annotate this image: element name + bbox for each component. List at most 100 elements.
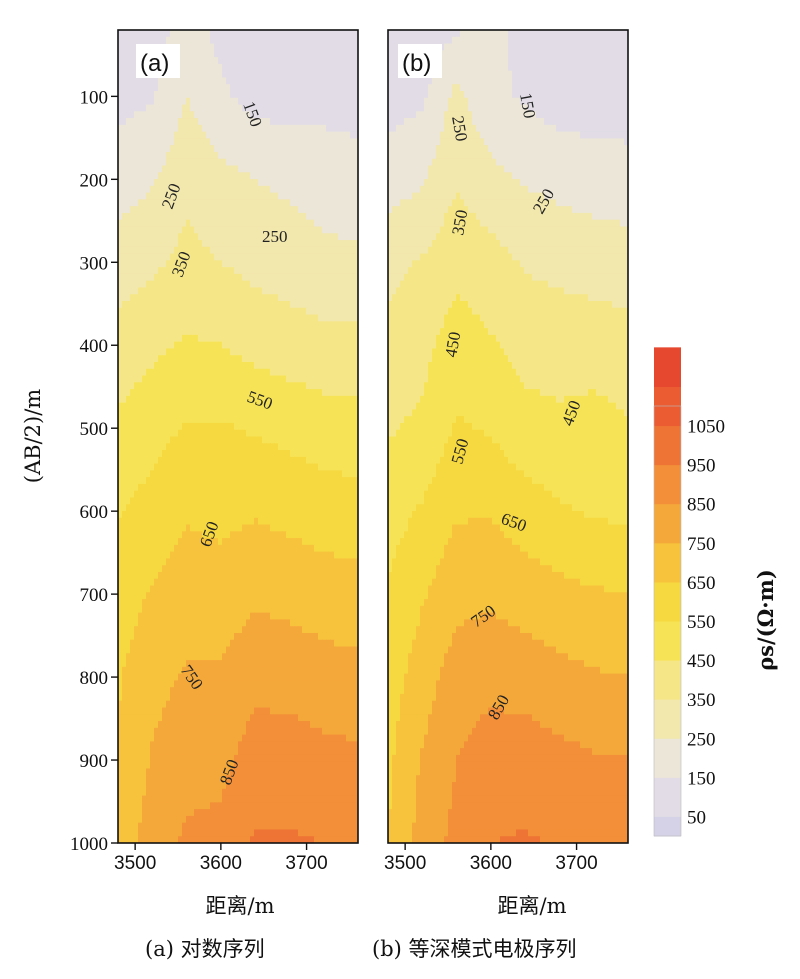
field-cell: [310, 368, 315, 377]
field-cell: [270, 361, 275, 370]
field-cell: [202, 104, 207, 112]
field-cell: [226, 206, 231, 214]
field-cell: [158, 565, 163, 573]
field-cell: [226, 280, 231, 289]
field-cell: [330, 145, 335, 153]
field-cell: [178, 246, 183, 255]
field-cell: [282, 131, 287, 140]
field-cell: [158, 104, 163, 112]
field-cell: [214, 131, 219, 140]
field-cell: [334, 504, 339, 512]
field-cell: [174, 517, 179, 526]
field-cell: [222, 490, 227, 499]
field-cell: [126, 450, 131, 458]
field-cell: [250, 294, 255, 302]
field-cell: [194, 240, 199, 248]
field-cell: [250, 57, 255, 65]
field-cell: [250, 429, 255, 438]
field-cell: [170, 483, 175, 492]
field-cell: [158, 36, 163, 45]
field-cell: [190, 124, 195, 133]
field-cell: [210, 443, 215, 451]
field-cell: [310, 212, 315, 221]
field-cell: [218, 233, 223, 241]
field-cell: [318, 185, 323, 194]
field-cell: [218, 348, 223, 356]
field-cell: [238, 314, 243, 322]
field-cell: [250, 70, 255, 79]
field-cell: [182, 219, 187, 228]
field-cell: [226, 314, 231, 322]
field-cell: [310, 375, 315, 383]
field-cell: [298, 84, 303, 92]
field-cell: [330, 172, 335, 180]
field-cell: [254, 158, 259, 167]
field-cell: [254, 43, 259, 51]
field-cell: [194, 470, 199, 478]
field-cell: [202, 355, 207, 363]
field-cell: [154, 334, 159, 343]
field-cell: [146, 30, 151, 38]
field-cell: [138, 301, 143, 309]
field-cell: [182, 551, 187, 560]
field-cell: [274, 280, 279, 289]
field-cell: [286, 409, 291, 417]
field-cell: [134, 490, 139, 499]
field-cell: [342, 151, 347, 160]
field-cell: [294, 57, 299, 65]
field-cell: [170, 307, 175, 316]
field-cell: [278, 416, 283, 424]
field-cell: [154, 348, 159, 356]
field-cell: [266, 395, 271, 404]
field-cell: [298, 341, 303, 350]
field-cell: [186, 314, 191, 322]
field-cell: [230, 118, 235, 126]
field-cell: [226, 470, 231, 478]
field-cell: [306, 341, 311, 350]
field-cell: [190, 131, 195, 140]
field-cell: [210, 321, 215, 329]
field-cell: [206, 50, 211, 58]
field-cell: [266, 158, 271, 167]
field-cell: [214, 551, 219, 560]
field-cell: [194, 565, 199, 573]
field-cell: [190, 287, 195, 295]
field-cell: [210, 314, 215, 322]
field-cell: [266, 253, 271, 261]
field-cell: [310, 233, 315, 241]
field-cell: [314, 375, 319, 383]
field-cell: [182, 355, 187, 363]
field-cell: [290, 151, 295, 160]
field-cell: [190, 90, 195, 99]
field-cell: [326, 314, 331, 322]
field-cell: [226, 395, 231, 404]
field-cell: [306, 368, 311, 377]
field-cell: [222, 30, 227, 38]
field-cell: [334, 253, 339, 261]
field-cell: [190, 246, 195, 255]
field-cell: [158, 470, 163, 478]
field-cell: [282, 111, 287, 119]
field-cell: [126, 287, 131, 295]
field-cell: [146, 104, 151, 112]
field-cell: [282, 151, 287, 160]
field-cell: [314, 199, 319, 207]
field-cell: [234, 246, 239, 255]
field-cell: [218, 470, 223, 478]
field-cell: [338, 145, 343, 153]
field-cell: [226, 124, 231, 133]
field-cell: [154, 456, 159, 465]
field-cell: [278, 544, 283, 553]
field-cell: [202, 368, 207, 377]
field-cell: [250, 450, 255, 458]
field-cell: [266, 334, 271, 343]
field-cell: [190, 558, 195, 566]
field-cell: [186, 226, 191, 234]
field-cell: [338, 307, 343, 316]
field-cell: [262, 267, 267, 275]
field-cell: [234, 368, 239, 377]
field-cell: [162, 301, 167, 309]
field-cell: [202, 77, 207, 85]
field-cell: [198, 179, 203, 187]
field-cell: [334, 409, 339, 417]
